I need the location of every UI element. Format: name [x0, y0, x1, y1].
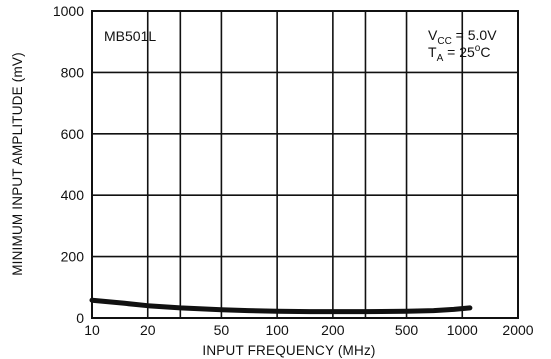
x-tick-labels: 10 20 50 100 200 500 1000 2000	[84, 322, 534, 338]
x-tick-label: 100	[265, 322, 289, 338]
y-tick-label: 200	[61, 249, 85, 265]
x-tick-label: 10	[84, 322, 100, 338]
x-tick-label: 2000	[502, 322, 533, 338]
y-tick-labels: 0 200 400 600 800 1000	[53, 3, 84, 326]
y-tick-label: 400	[61, 187, 85, 203]
vcc-annotation: VCC = 5.0V	[428, 27, 497, 47]
x-tick-label: 200	[321, 322, 345, 338]
x-tick-label: 50	[214, 322, 230, 338]
x-axis-title: INPUT FREQUENCY (MHz)	[202, 343, 375, 358]
x-tick-label: 1000	[447, 322, 478, 338]
y-tick-label: 0	[76, 310, 84, 326]
y-tick-label: 1000	[53, 3, 84, 19]
ta-annotation: TA = 25oC	[428, 43, 490, 64]
y-tick-label: 800	[61, 64, 85, 80]
curve-layer	[89, 297, 473, 315]
x-tick-label: 500	[395, 322, 419, 338]
y-tick-label: 600	[61, 126, 85, 142]
device-label: MB501L	[104, 28, 156, 44]
plot-frame	[91, 10, 519, 319]
x-tick-label: 20	[140, 322, 156, 338]
y-axis-title: MINIMUM INPUT AMPLITUDE (mV)	[10, 52, 25, 276]
series-line	[89, 297, 473, 315]
